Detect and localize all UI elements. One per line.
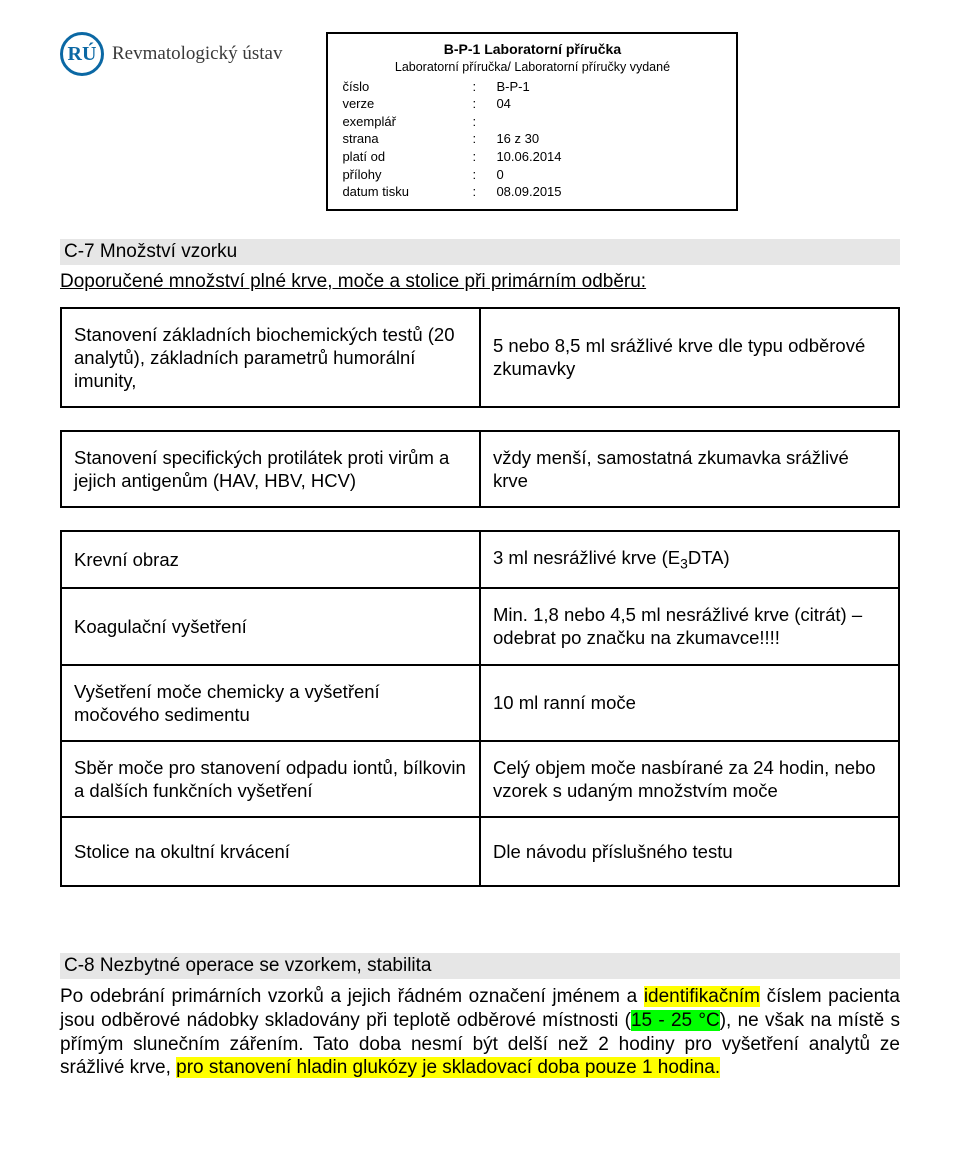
infobox-subtitle: Laboratorní příručka/ Laboratorní příruč… (342, 59, 722, 76)
infobox-val (496, 113, 722, 131)
infobox-val: 0 (496, 166, 722, 184)
table-cell: Vyšetření moče chemicky a vyšetření močo… (61, 665, 480, 741)
logo: RÚ Revmatologický ústav (60, 32, 282, 76)
table-cell: 3 ml nesrážlivé krve (E3DTA) (480, 531, 899, 588)
infobox-key: platí od (342, 148, 472, 166)
document-infobox: B-P-1 Laboratorní příručka Laboratorní p… (326, 32, 738, 211)
infobox-val: 04 (496, 95, 722, 113)
table-samples: Krevní obraz 3 ml nesrážlivé krve (E3DTA… (60, 530, 900, 887)
table-cell: Dle návodu příslušného testu (480, 817, 899, 886)
section-c8-paragraph: Po odebrání primárních vzorků a jejich ř… (60, 985, 900, 1080)
table-cell: Krevní obraz (61, 531, 480, 588)
section-c8-title: C-8 Nezbytné operace se vzorkem, stabili… (60, 953, 900, 979)
infobox-key: přílohy (342, 166, 472, 184)
infobox-key: exemplář (342, 113, 472, 131)
infobox-key: datum tisku (342, 183, 472, 201)
infobox-val: 10.06.2014 (496, 148, 722, 166)
table-cell: Stolice na okultní krvácení (61, 817, 480, 886)
infobox-key: číslo (342, 78, 472, 96)
highlight: pro stanovení hladin glukózy je skladova… (176, 1057, 720, 1078)
section-c7-title: C-7 Množství vzorku (60, 239, 900, 265)
infobox-key: verze (342, 95, 472, 113)
table-cell: 10 ml ranní moče (480, 665, 899, 741)
table-cell: 5 nebo 8,5 ml srážlivé krve dle typu odb… (480, 308, 899, 407)
table-cell: vždy menší, samostatná zkumavka srážlivé… (480, 431, 899, 507)
table-antibodies: Stanovení specifických protilátek proti … (60, 430, 900, 508)
infobox-val: 08.09.2015 (496, 183, 722, 201)
highlight: identifikačním (644, 986, 760, 1007)
table-cell: Stanovení základních biochemických testů… (61, 308, 480, 407)
infobox-val: 16 z 30 (496, 130, 722, 148)
logo-abbr: RÚ (68, 43, 97, 66)
section-c7-subtitle: Doporučené množství plné krve, moče a st… (60, 271, 646, 293)
table-cell: Sběr moče pro stanovení odpadu iontů, bí… (61, 741, 480, 817)
table-cell: Koagulační vyšetření (61, 588, 480, 664)
table-cell: Stanovení specifických protilátek proti … (61, 431, 480, 507)
table-cell: Celý objem moče nasbírané za 24 hodin, n… (480, 741, 899, 817)
infobox-val: B-P-1 (496, 78, 722, 96)
highlight: 15 - 25 °C (631, 1010, 720, 1031)
logo-icon: RÚ (60, 32, 104, 76)
table-biochem: Stanovení základních biochemických testů… (60, 307, 900, 408)
logo-name: Revmatologický ústav (112, 43, 282, 65)
infobox-key: strana (342, 130, 472, 148)
table-cell: Min. 1,8 nebo 4,5 ml nesrážlivé krve (ci… (480, 588, 899, 664)
infobox-title: B-P-1 Laboratorní příručka (342, 40, 722, 59)
